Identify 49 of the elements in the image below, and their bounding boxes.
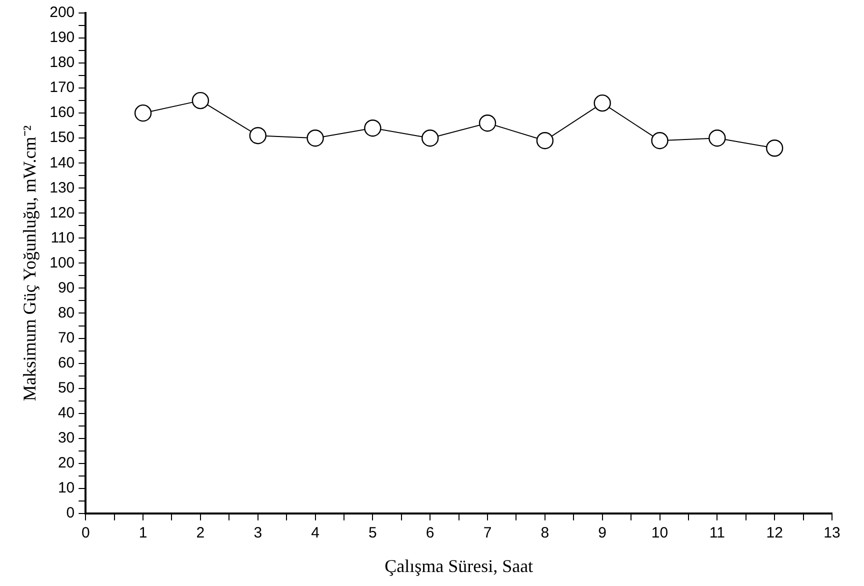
x-tick-label: 9 <box>598 524 607 542</box>
y-tick-label: 190 <box>50 29 75 46</box>
point <box>594 94 611 112</box>
y-tick-label: 0 <box>66 504 75 522</box>
point <box>478 114 496 132</box>
y-tick-label: 130 <box>50 179 75 196</box>
point <box>134 104 152 122</box>
point <box>651 132 668 150</box>
y-tick-label: 80 <box>58 304 75 322</box>
y-tick-label: 90 <box>58 279 75 296</box>
x-tick-label: 2 <box>196 524 205 542</box>
y-tick-label: 110 <box>50 229 75 246</box>
y-tick-label: 120 <box>50 204 75 222</box>
y-tick-label: 170 <box>50 79 75 96</box>
y-tick-label: 70 <box>58 329 75 346</box>
y-tick-label: 50 <box>58 379 75 396</box>
y-tick-label: 150 <box>50 129 75 146</box>
x-tick-label: 6 <box>426 524 434 542</box>
y-tick-label: 30 <box>58 429 75 446</box>
x-axis-title: Çalışma Süresi, Saat <box>384 556 534 576</box>
y-tick-label: 160 <box>50 104 75 122</box>
x-tick-label: 10 <box>651 524 668 542</box>
point <box>192 92 210 110</box>
y-tick-label: 140 <box>50 154 75 172</box>
y-tick-label: 10 <box>58 480 75 497</box>
x-tick-label: 13 <box>824 524 840 542</box>
x-tick-label: 11 <box>709 524 725 542</box>
x-tick-label: 12 <box>766 524 783 542</box>
point <box>708 130 726 147</box>
x-tick-label: 5 <box>368 524 377 542</box>
point <box>306 130 324 147</box>
x-tick-label: 1 <box>138 524 148 542</box>
point <box>766 140 784 157</box>
y-tick-label: 20 <box>58 454 75 472</box>
x-tick-label: 3 <box>254 524 262 542</box>
x-tick-label: 7 <box>483 524 492 542</box>
y-axis-title: Maksimum Güç Yoğunluğu, mW.cm⁻² <box>20 125 40 402</box>
y-tick-label: 180 <box>50 54 75 72</box>
x-tick-label: 4 <box>311 524 320 542</box>
y-tick-label: 200 <box>50 4 75 22</box>
y-tick-label: 60 <box>58 354 75 372</box>
point <box>364 119 382 137</box>
point <box>422 130 439 147</box>
y-tick-label: 40 <box>58 404 75 422</box>
y-tick-label: 100 <box>50 254 75 272</box>
point <box>249 127 266 144</box>
x-tick-label: 0 <box>81 524 90 542</box>
point <box>536 132 554 150</box>
x-tick-label: 8 <box>540 524 550 542</box>
